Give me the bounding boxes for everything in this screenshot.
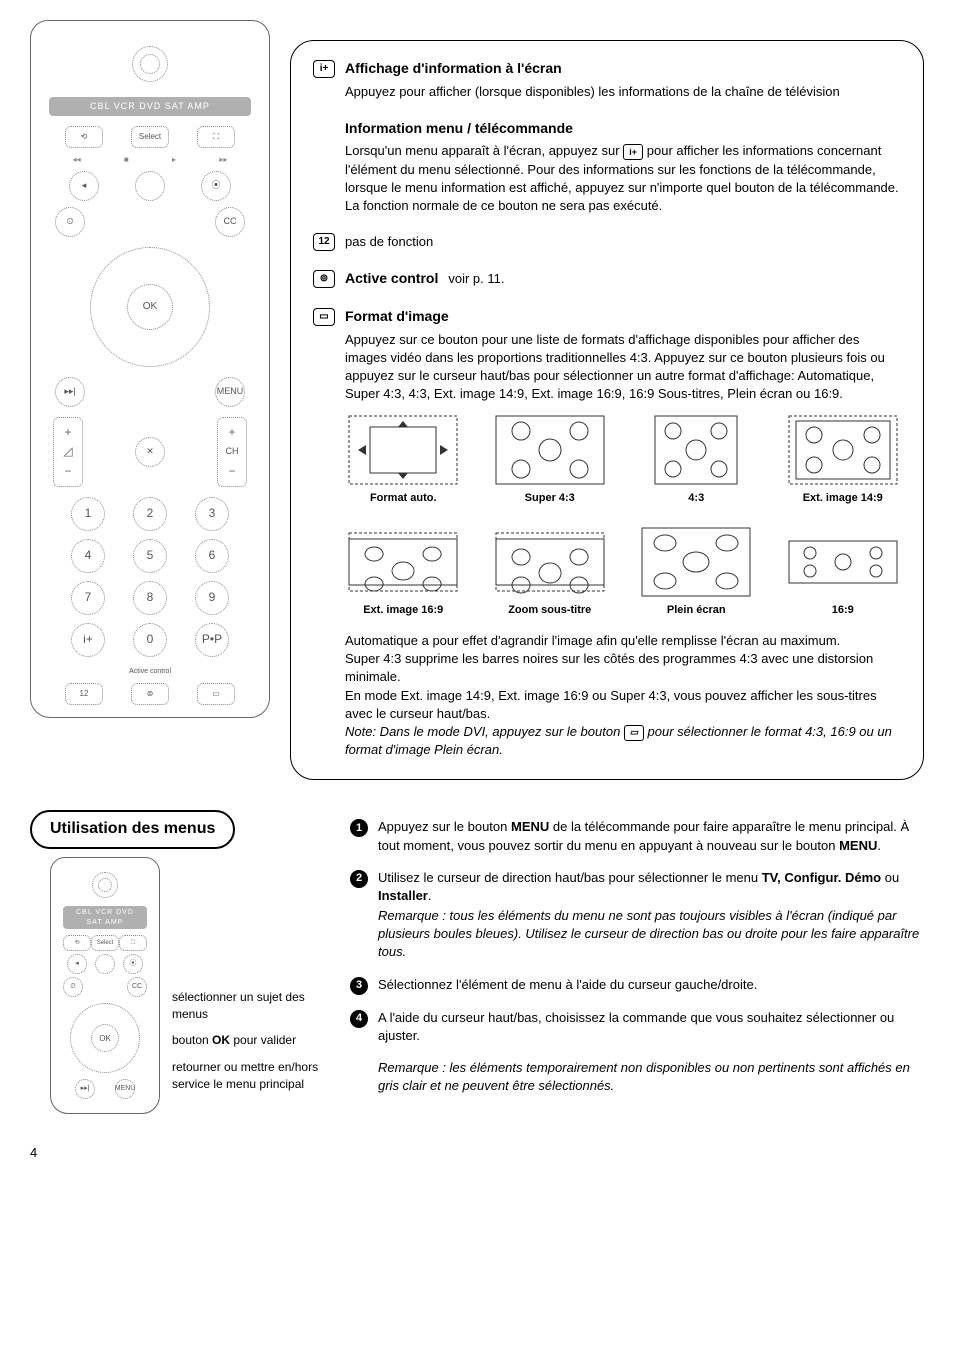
step-3-body: Sélectionnez l'élément de menu à l'aide … <box>378 976 924 995</box>
final-note: Remarque : les éléments temporairement n… <box>378 1059 924 1095</box>
fmt-label-3: Ext. image 14:9 <box>785 491 902 506</box>
callout-menu: retourner ou mettre en/hors service le m… <box>172 1059 330 1093</box>
num-9: 9 <box>195 581 229 615</box>
btn-active-control: ⊚ <box>131 683 169 705</box>
btn-cc: CC <box>215 207 245 237</box>
callout-select: sélectionner un sujet des menus <box>172 989 330 1023</box>
btn-rew: ◂ <box>69 171 99 201</box>
btn-pp: P•P <box>195 623 229 657</box>
format-grid: Format auto. Super 4:3 <box>345 415 901 618</box>
step-2-note: Remarque : tous les éléments du menu ne … <box>378 907 924 962</box>
num-5: 5 <box>133 539 167 573</box>
fmt-auto-icon <box>348 415 458 485</box>
remote-control-large: CBL VCR DVD SAT AMP ⟲ Select ⛶ ◂◂■▸▸▸ ◂ … <box>30 20 270 718</box>
btn-expand: ⛶ <box>197 126 235 148</box>
info-icon-inline: i+ <box>623 144 643 160</box>
btn-skip: ▸▸| <box>55 377 85 407</box>
active-control-title: Active control <box>345 269 438 289</box>
num-8: 8 <box>133 581 167 615</box>
section-body-infomenu: Lorsqu'un menu apparaît à l'écran, appuy… <box>345 142 901 215</box>
format-body: Appuyez sur ce bouton pour une liste de … <box>345 331 901 404</box>
num-1: 1 <box>71 497 105 531</box>
step-2-body: Utilisez le curseur de direction haut/ba… <box>378 869 924 962</box>
step-1-num: 1 <box>350 819 368 837</box>
vol-rocker: +◿− <box>53 417 83 487</box>
btn-12: 12 <box>65 683 103 705</box>
section-title-info: Affichage d'information à l'écran <box>345 59 562 79</box>
step-4-body: A l'aide du curseur haut/bas, choisissez… <box>378 1009 924 1045</box>
btn-info: i+ <box>71 623 105 657</box>
num-6: 6 <box>195 539 229 573</box>
num-3: 3 <box>195 497 229 531</box>
active-control-label: Active control <box>41 667 259 677</box>
format-after-2: Super 4:3 supprime les barres noires sur… <box>345 650 901 686</box>
step-2-num: 2 <box>350 870 368 888</box>
info-icon: i+ <box>313 60 335 78</box>
callout-ok: bouton OK pour valider <box>172 1032 330 1049</box>
fmt-label-1: Super 4:3 <box>492 491 609 506</box>
ok-button: OK <box>127 284 173 330</box>
fmt-label-0: Format auto. <box>345 491 462 506</box>
fmt-169-icon <box>788 527 898 597</box>
btn-back: ⟲ <box>65 126 103 148</box>
format-after-3: En mode Ext. image 14:9, Ext. image 16:9… <box>345 687 901 723</box>
btn-format: ▭ <box>197 683 235 705</box>
btn-play <box>135 171 165 201</box>
page-number: 4 <box>30 1144 924 1162</box>
numpad: 1 2 3 4 5 6 7 8 9 i+ 0 P•P <box>61 497 239 657</box>
btn-menu: MENU <box>215 377 245 407</box>
num-0: 0 <box>133 623 167 657</box>
format-icon-inline: ▭ <box>624 725 644 741</box>
format-after-1: Automatique a pour effet d'agrandir l'im… <box>345 632 901 650</box>
no-function-text: pas de fonction <box>345 233 433 251</box>
fmt-label-2: 4:3 <box>638 491 755 506</box>
remote-control-small: CBL VCR DVD SAT AMP ⟲Select⛶ ◂⦿ ⏲CC OK ▸… <box>50 857 160 1115</box>
num-4: 4 <box>71 539 105 573</box>
active-control-ref: voir p. 11. <box>448 270 504 288</box>
fmt-43-icon <box>641 415 751 485</box>
section-body-info: Appuyez pour afficher (lorsque disponibl… <box>345 83 901 101</box>
btn-mute: ✕ <box>135 437 165 467</box>
num-2: 2 <box>133 497 167 531</box>
format-icon: ▭ <box>313 308 335 326</box>
fmt-zoom-icon <box>495 527 605 597</box>
step-1-body: Appuyez sur le bouton MENU de la télécom… <box>378 818 924 854</box>
twelve-icon: 12 <box>313 233 335 251</box>
fmt-label-7: 16:9 <box>785 603 902 618</box>
num-7: 7 <box>71 581 105 615</box>
section-title-infomenu: Information menu / télécommande <box>345 119 573 139</box>
fmt-ext169-icon <box>348 527 458 597</box>
btn-select: Select <box>131 126 169 148</box>
step-3-num: 3 <box>350 977 368 995</box>
btn-rec: ⦿ <box>201 171 231 201</box>
fmt-ext149-icon <box>788 415 898 485</box>
fmt-label-5: Zoom sous-titre <box>492 603 609 618</box>
format-title: Format d'image <box>345 307 449 327</box>
ch-rocker: +CH− <box>217 417 247 487</box>
btn-sleep: ⏲ <box>55 207 85 237</box>
fmt-label-4: Ext. image 16:9 <box>345 603 462 618</box>
fmt-super43-icon <box>495 415 605 485</box>
content-panel: i+ Affichage d'information à l'écran App… <box>290 40 924 780</box>
mode-bar: CBL VCR DVD SAT AMP <box>49 97 251 116</box>
power-button <box>132 46 168 82</box>
format-note: Note: Dans le mode DVI, appuyez sur le b… <box>345 723 901 759</box>
nav-ring: OK <box>90 247 210 367</box>
menus-title: Utilisation des menus <box>30 810 235 848</box>
active-control-icon: ⊚ <box>313 270 335 288</box>
step-4-num: 4 <box>350 1010 368 1028</box>
fmt-full-icon <box>641 527 751 597</box>
fmt-label-6: Plein écran <box>638 603 755 618</box>
